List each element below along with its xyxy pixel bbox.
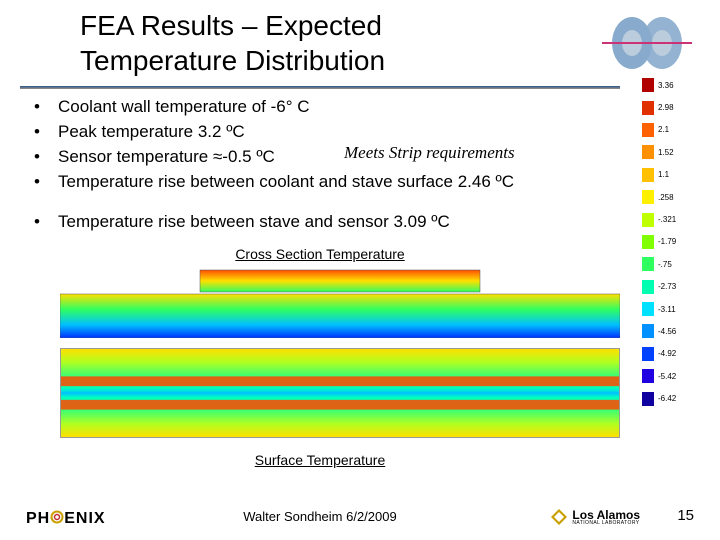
- colorbar-swatch: [642, 280, 654, 294]
- colorbar-swatch: [642, 190, 654, 204]
- bullet-dot: •: [34, 121, 58, 144]
- colorbar-swatch: [642, 101, 654, 115]
- bullet-text: Coolant wall temperature of -6° C: [58, 96, 634, 119]
- corner-illustration: [602, 14, 692, 72]
- colorbar-entry: 2.1: [642, 119, 702, 141]
- phenix-logo: PHENIX: [26, 510, 106, 528]
- colorbar-entry: 1.1: [642, 164, 702, 186]
- colorbar-value: 3.36: [658, 81, 674, 90]
- colorbar-entry: 1.52: [642, 141, 702, 163]
- colorbar-swatch: [642, 145, 654, 159]
- colorbar-value: 2.98: [658, 103, 674, 112]
- colorbar-swatch: [642, 392, 654, 406]
- colorbar-swatch: [642, 123, 654, 137]
- colorbar-entry: -2.73: [642, 276, 702, 298]
- colorbar-swatch: [642, 324, 654, 338]
- colorbar-swatch: [642, 235, 654, 249]
- bullet-text: Peak temperature 3.2 ºC: [58, 121, 634, 144]
- colorbar-value: -2.73: [658, 282, 676, 291]
- colorbar-value: 2.1: [658, 125, 669, 134]
- losalamos-text-1: Los Alamos: [572, 509, 640, 521]
- colorbar-value: -4.92: [658, 349, 676, 358]
- colorbar-entry: .258: [642, 186, 702, 208]
- surface-temp-label: Surface Temperature: [0, 452, 640, 468]
- colorbar-swatch: [642, 302, 654, 316]
- colorbar-entry: -6.42: [642, 387, 702, 409]
- colorbar-entry: -1.79: [642, 231, 702, 253]
- losalamos-icon: [550, 508, 568, 526]
- colorbar-entry: -.321: [642, 208, 702, 230]
- colorbar-swatch: [642, 78, 654, 92]
- colorbar-value: -.321: [658, 215, 676, 224]
- title-underline: [20, 86, 620, 89]
- colorbar-entry: -5.42: [642, 365, 702, 387]
- bullet-text: Temperature rise between stave and senso…: [58, 212, 450, 232]
- bullet-dot: •: [34, 146, 58, 169]
- colorbar-value: 1.52: [658, 148, 674, 157]
- slide-title: FEA Results – Expected Temperature Distr…: [80, 8, 385, 78]
- colorbar-swatch: [642, 369, 654, 383]
- losalamos-text-2: NATIONAL LABORATORY: [572, 521, 640, 526]
- losalamos-logo: Los Alamos NATIONAL LABORATORY: [550, 508, 640, 526]
- colorbar: 3.36 2.98 2.1 1.52 1.1 .258 -.321 -1.79 -.75 -2.7…: [642, 74, 702, 410]
- bullet-dot: •: [34, 96, 58, 119]
- colorbar-swatch: [642, 257, 654, 271]
- colorbar-value: -6.42: [658, 394, 676, 403]
- colorbar-value: -3.11: [658, 305, 676, 314]
- cross-section-chart: [60, 268, 620, 338]
- page-number: 15: [677, 507, 694, 524]
- colorbar-value: .258: [658, 193, 674, 202]
- colorbar-entry: -3.11: [642, 298, 702, 320]
- colorbar-swatch: [642, 168, 654, 182]
- colorbar-value: -.75: [658, 260, 672, 269]
- bullet-dot: •: [34, 212, 58, 232]
- colorbar-value: -1.79: [658, 237, 676, 246]
- bullet-list: •Coolant wall temperature of -6° C •Peak…: [34, 96, 634, 196]
- bullet-list-2: •Temperature rise between stave and sens…: [34, 212, 634, 232]
- colorbar-value: -4.56: [658, 327, 676, 336]
- annotation-text: Meets Strip requirements: [344, 142, 515, 165]
- colorbar-entry: -.75: [642, 253, 702, 275]
- title-line-2: Temperature Distribution: [80, 45, 385, 76]
- bullet-text: Temperature rise between coolant and sta…: [58, 171, 634, 194]
- colorbar-entry: 2.98: [642, 96, 702, 118]
- colorbar-entry: -4.92: [642, 343, 702, 365]
- bullet-dot: •: [34, 171, 58, 194]
- colorbar-swatch: [642, 347, 654, 361]
- cross-section-label: Cross Section Temperature: [0, 246, 640, 262]
- colorbar-entry: 3.36: [642, 74, 702, 96]
- colorbar-value: -5.42: [658, 372, 676, 381]
- colorbar-value: 1.1: [658, 170, 669, 179]
- colorbar-entry: -4.56: [642, 320, 702, 342]
- title-line-1: FEA Results – Expected: [80, 10, 382, 41]
- surface-temp-chart: [60, 348, 620, 438]
- colorbar-swatch: [642, 213, 654, 227]
